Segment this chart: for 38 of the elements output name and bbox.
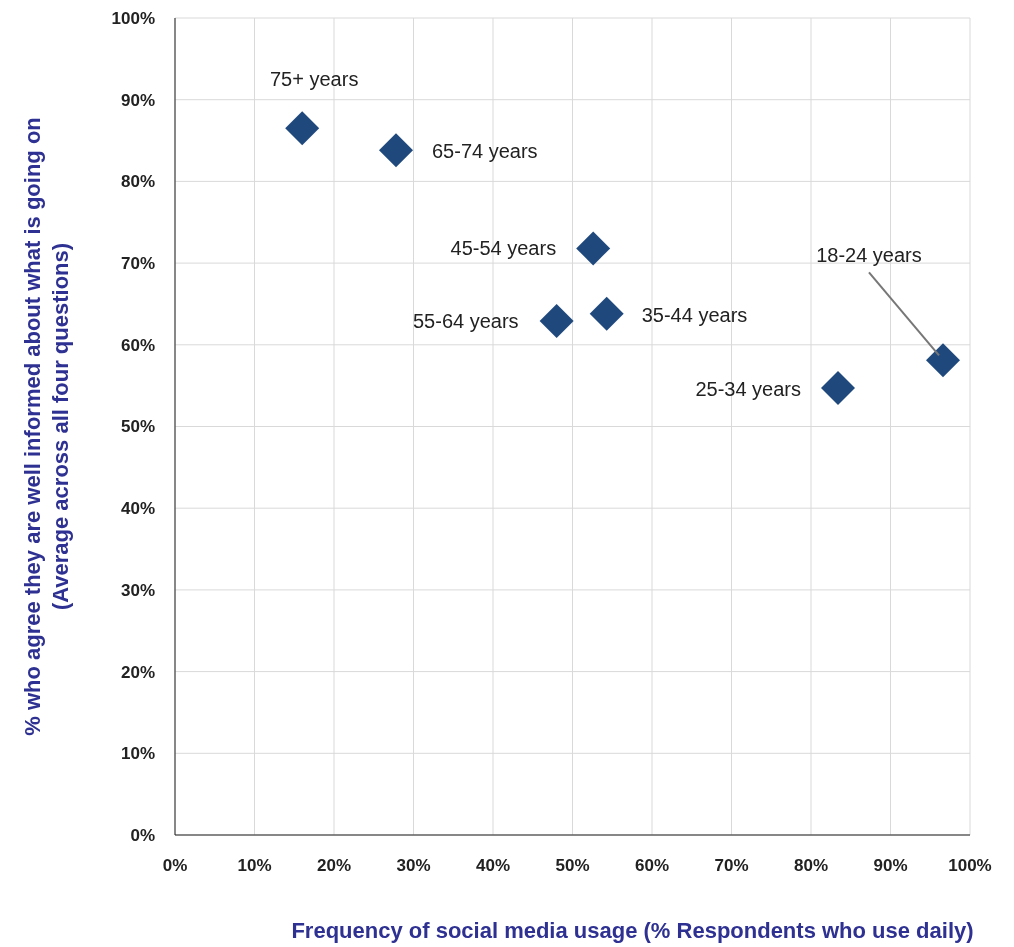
x-tick-label: 80%: [793, 856, 829, 875]
point: [589, 296, 624, 331]
x-tick-label: 10%: [237, 856, 272, 875]
y-tick-label: 50%: [120, 417, 155, 437]
point: [539, 304, 574, 339]
x-tick-label: 90%: [873, 856, 908, 875]
annotation: 25-34 years: [695, 378, 802, 401]
y-tick-label: 80%: [120, 172, 155, 192]
y-tick-label: 90%: [120, 90, 155, 110]
y-axis-title: % who agree they are well informed about what is going on (Average across all four questions): [20, 117, 73, 736]
x-tick-label: 40%: [475, 856, 511, 875]
x-tick-label: 60%: [634, 856, 670, 875]
y-tick-label: 10%: [120, 744, 155, 764]
point: [925, 343, 960, 378]
y-tick-label: 40%: [120, 499, 155, 519]
annotation: 55-64 years: [412, 310, 519, 333]
point: [576, 231, 611, 266]
y-tick-label: 30%: [120, 580, 155, 600]
annotation: 18-24 years: [816, 244, 922, 267]
x-tick-label: 20%: [316, 856, 352, 875]
x-tick-label: 100%: [948, 856, 992, 875]
x-axis-title: Frequency of social media usage (% Respondents who use daily): [291, 918, 974, 943]
x-tick-label: 50%: [555, 856, 590, 875]
x-tick-label: 30%: [396, 856, 431, 875]
annotation: 75+ years: [270, 68, 359, 91]
annotation: 65-74 years: [432, 140, 538, 163]
y-tick-label: 60%: [120, 335, 155, 355]
y-tick-label: 70%: [120, 254, 155, 274]
point: [821, 371, 856, 406]
x-tick-label: 70%: [714, 856, 749, 875]
annotation: 35-44 years: [641, 303, 748, 326]
y-tick-label: 100%: [111, 8, 155, 28]
y-tick-label: 0%: [130, 825, 155, 845]
point: [285, 111, 320, 146]
point: [379, 133, 414, 168]
y-tick-label: 20%: [120, 662, 155, 682]
annotation: 45-54 years: [450, 237, 557, 260]
x-tick-label: 0%: [162, 856, 188, 875]
